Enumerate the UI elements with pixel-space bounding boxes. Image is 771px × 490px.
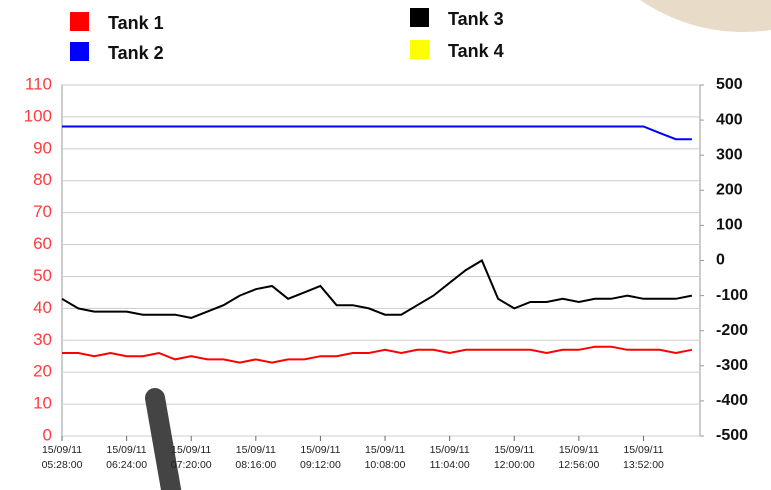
x-tick-label: 15/09/11 07:20:00 <box>170 444 212 471</box>
legend-label: Tank 4 <box>448 41 504 61</box>
y2-tick-label: 200 <box>716 182 743 199</box>
y-tick-label: 60 <box>33 234 52 253</box>
y-tick-label: 80 <box>33 170 52 189</box>
y2-tick-label: 0 <box>716 252 725 269</box>
legend-label: Tank 3 <box>448 9 504 29</box>
legend-swatch <box>410 8 429 27</box>
x-tick-label: 15/09/11 11:04:00 <box>429 444 470 471</box>
x-tick-label: 15/09/11 10:08:00 <box>364 444 406 471</box>
legend-label: Tank 1 <box>108 13 164 33</box>
x-tick-label: 15/09/11 09:12:00 <box>299 444 341 471</box>
y-tick-label: 70 <box>33 202 52 221</box>
y2-tick-label: -300 <box>716 357 748 374</box>
plot-area <box>61 84 701 437</box>
y-tick-label: 40 <box>33 298 52 317</box>
y-tick-label: 100 <box>24 106 52 125</box>
y-tick-label: 20 <box>33 362 52 381</box>
x-tick-label: 15/09/11 12:56:00 <box>558 444 600 471</box>
y2-tick-label: -100 <box>716 287 748 304</box>
y2-tick-label: -400 <box>716 392 748 409</box>
x-tick-label: 15/09/11 06:24:00 <box>106 444 148 471</box>
y2-tick-label: 300 <box>716 146 743 163</box>
x-tick-label: 15/09/11 13:52:00 <box>623 444 664 471</box>
line-series <box>62 345 693 364</box>
y2-tick-label: 400 <box>716 111 743 128</box>
line-series <box>62 125 692 141</box>
y2-tick-label: 500 <box>716 76 743 93</box>
y2-tick-label: -200 <box>716 322 748 339</box>
y-tick-label: 30 <box>33 330 52 349</box>
legend-swatch <box>70 42 89 61</box>
y2-tick-label: -500 <box>716 427 748 444</box>
x-tick-label: 15/09/11 05:28:00 <box>41 444 83 471</box>
y-tick-label: 110 <box>25 74 52 93</box>
photo-corner <box>640 0 771 32</box>
y-tick-label: 90 <box>33 138 52 157</box>
x-tick-label: 15/09/11 08:16:00 <box>235 444 277 471</box>
y-tick-label: 0 <box>43 425 52 444</box>
y-tick-label: 50 <box>33 266 52 285</box>
x-tick-label: 15/09/11 12:00:00 <box>493 444 535 471</box>
pen <box>145 388 182 490</box>
legend-label: Tank 2 <box>108 43 164 63</box>
legend-swatch <box>410 40 429 59</box>
line-series <box>61 259 693 319</box>
legend-swatch <box>70 12 89 31</box>
y-tick-label: 10 <box>33 394 52 413</box>
y2-tick-label: 100 <box>716 217 743 234</box>
